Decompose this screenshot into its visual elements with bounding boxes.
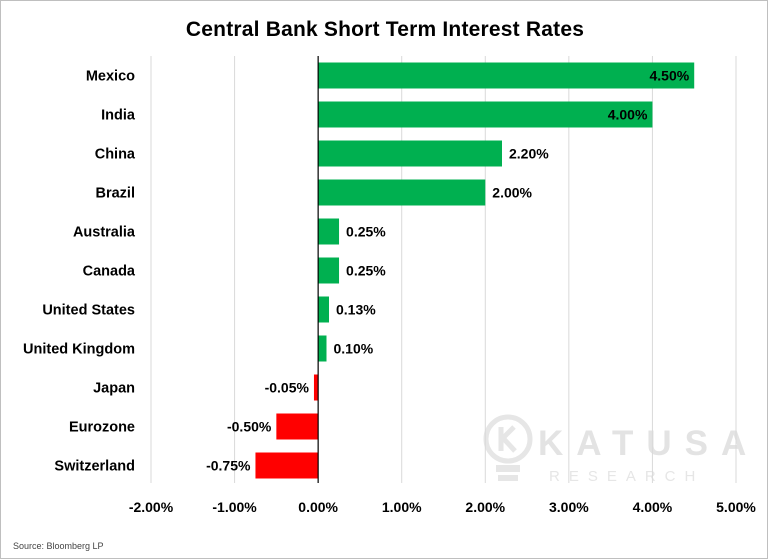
bar-4 [318,218,340,245]
x-tick-label-3: 1.00% [382,499,422,515]
data-label-3: 2.00% [492,185,532,201]
data-label-8: -0.05% [265,380,310,396]
category-label-4: Australia [73,225,136,241]
watermark-sub-text: RESEARCH [549,468,705,485]
x-tick-label-7: 5.00% [716,499,756,515]
x-tick-label-0: -2.00% [129,499,174,515]
category-label-6: United States [42,303,135,319]
category-label-7: United Kingdom [23,342,135,358]
bar-7 [318,335,327,362]
chart-title: Central Bank Short Term Interest Rates [185,18,585,41]
x-tick-label-6: 4.00% [633,499,673,515]
data-label-5: 0.25% [346,263,386,279]
x-tick-label-1: -1.00% [212,499,257,515]
bar-6 [318,296,330,323]
bar-9 [276,413,319,440]
data-label-6: 0.13% [336,302,376,318]
category-label-0: Mexico [86,69,135,85]
category-label-10: Switzerland [54,459,135,475]
data-label-2: 2.20% [509,146,549,162]
data-label-0: 4.50% [650,68,690,84]
watermark-brand-text: KATUSA [538,424,760,463]
data-label-9: -0.50% [227,419,272,435]
watermark-logo [481,413,535,498]
x-tick-label-4: 2.00% [465,499,505,515]
bar-10 [255,452,319,479]
bar-5 [318,257,340,284]
bar-3 [318,179,486,206]
data-label-1: 4.00% [608,107,648,123]
category-label-5: Canada [83,264,136,280]
source-note: Source: Bloomberg LP [13,541,104,551]
bar-0 [318,62,695,89]
bar-1 [318,101,653,128]
category-label-1: India [101,108,136,124]
bar-8 [313,374,319,401]
data-label-10: -0.75% [206,458,251,474]
x-tick-label-2: 0.00% [298,499,338,515]
data-label-7: 0.10% [334,341,374,357]
data-label-4: 0.25% [346,224,386,240]
bar-2 [318,140,502,167]
category-label-9: Eurozone [69,420,135,436]
category-label-8: Japan [93,381,135,397]
category-label-2: China [95,147,136,163]
category-label-3: Brazil [96,186,136,202]
x-tick-label-5: 3.00% [549,499,589,515]
